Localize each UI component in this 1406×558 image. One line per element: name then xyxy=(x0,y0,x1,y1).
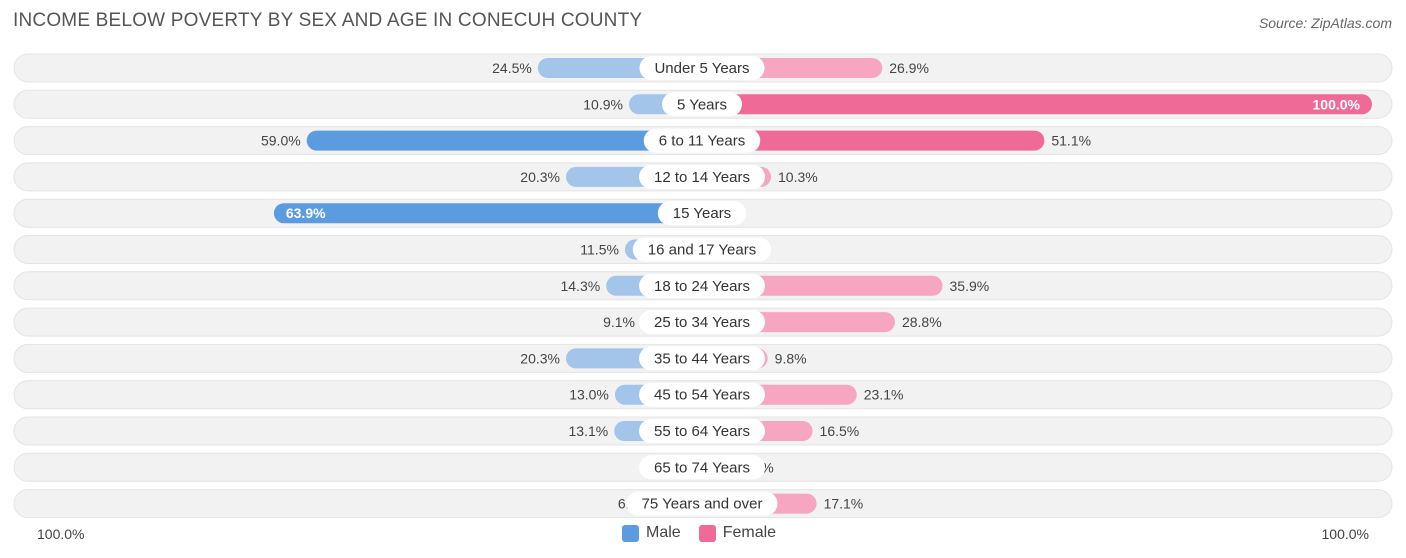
chart-area: 24.5% 26.9% Under 5 Years 10.9% 100.0% 5 Year… xyxy=(13,53,1393,519)
category-label: 65 to 74 Years xyxy=(654,459,750,476)
female-value-label: 28.8% xyxy=(902,314,942,330)
category-label: 35 to 44 Years xyxy=(654,350,750,367)
category-label: 45 to 54 Years xyxy=(654,387,750,404)
female-value-label: 51.1% xyxy=(1051,133,1091,149)
male-value-label: 20.3% xyxy=(520,350,560,366)
category-pill xyxy=(639,310,765,335)
male-bar xyxy=(273,203,702,224)
male-value-label: 59.0% xyxy=(261,133,301,149)
legend: Male Female xyxy=(622,524,794,542)
category-label: Under 5 Years xyxy=(654,60,749,77)
category-pill xyxy=(639,455,765,480)
legend-swatch-male xyxy=(622,524,639,542)
category-label: 12 to 14 Years xyxy=(654,169,750,186)
category-pill xyxy=(639,273,765,298)
legend-label-male: Male xyxy=(646,524,681,541)
category-label: 75 Years and over xyxy=(642,496,763,513)
male-value-label: 63.9% xyxy=(286,205,326,221)
male-value-label: 10.9% xyxy=(583,96,623,112)
male-value-label: 11.5% xyxy=(580,242,619,258)
female-value-label: 17.1% xyxy=(824,496,864,512)
female-bar xyxy=(702,130,1045,151)
chart-title: INCOME BELOW POVERTY BY SEX AND AGE IN C… xyxy=(13,10,643,31)
category-label: 16 and 17 Years xyxy=(648,242,756,259)
category-pill xyxy=(639,382,765,407)
axis-right-label: 100.0% xyxy=(1321,526,1369,542)
female-value-label: 16.5% xyxy=(820,423,860,439)
category-label: 55 to 64 Years xyxy=(654,423,750,440)
category-pill xyxy=(643,128,761,153)
category-label: 15 Years xyxy=(673,205,731,222)
category-label: 18 to 24 Years xyxy=(654,278,750,295)
category-label: 25 to 34 Years xyxy=(654,314,750,331)
female-value-label: 35.9% xyxy=(950,278,990,294)
source-label: Source: ZipAtlas.com xyxy=(1258,15,1392,31)
female-value-label: 9.8% xyxy=(775,350,807,366)
female-value-label: 10.3% xyxy=(778,169,818,185)
category-pill xyxy=(639,56,765,80)
category-pill xyxy=(639,346,765,371)
female-value-label: 23.1% xyxy=(864,387,904,403)
male-value-label: 24.5% xyxy=(492,60,532,76)
category-pill xyxy=(632,237,772,262)
legend-item-female: Female xyxy=(698,524,777,542)
category-label: 5 Years xyxy=(677,96,727,113)
legend-swatch-female xyxy=(698,524,716,542)
female-value-label: 100.0% xyxy=(1313,96,1361,112)
male-value-label: 9.1% xyxy=(603,314,635,330)
legend-label-female: Female xyxy=(722,524,777,541)
male-bar xyxy=(306,130,702,151)
axis-left-label: 100.0% xyxy=(37,526,85,542)
male-value-label: 13.0% xyxy=(569,387,609,403)
category-pill xyxy=(639,164,765,189)
category-pill xyxy=(639,419,765,443)
category-pill xyxy=(661,92,743,117)
female-bar xyxy=(702,94,1372,115)
female-value-label: 26.9% xyxy=(889,60,929,76)
category-label: 6 to 11 Years xyxy=(659,133,745,150)
male-value-label: 14.3% xyxy=(560,278,600,294)
category-pill xyxy=(626,491,778,516)
category-pill xyxy=(657,201,747,226)
male-value-label: 13.1% xyxy=(569,423,609,439)
legend-item-male: Male xyxy=(622,524,681,542)
male-value-label: 20.3% xyxy=(520,169,560,185)
